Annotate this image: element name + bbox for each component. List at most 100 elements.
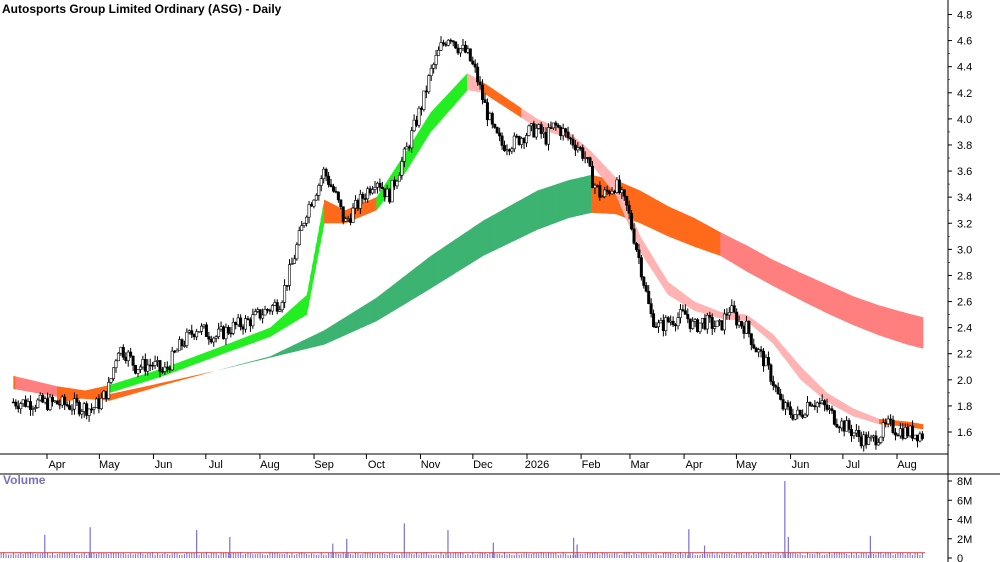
candle-body [146, 364, 150, 372]
date-tick-label: Jun [792, 459, 810, 471]
candle-body [317, 185, 321, 196]
candle-body [551, 122, 555, 129]
candle-body [446, 39, 450, 46]
candle-body [65, 404, 69, 406]
candle-body [112, 367, 116, 379]
candle-body [336, 191, 340, 201]
candle-body [341, 206, 345, 222]
candle-body [661, 320, 665, 332]
candle-body [441, 42, 445, 45]
candle-body [837, 426, 841, 429]
candle-body [832, 410, 836, 425]
candle-body [493, 123, 497, 128]
candle-body [620, 189, 624, 193]
candle-body [390, 179, 394, 203]
date-tick-label: Apr [48, 459, 65, 471]
date-tick-label: 2026 [525, 459, 549, 471]
candle-body [175, 349, 179, 353]
candle-body [561, 128, 565, 137]
candle-body [488, 113, 492, 121]
candle-body [163, 366, 167, 372]
candle-body [576, 147, 580, 151]
price-tick-label: 3.0 [957, 244, 972, 256]
candle-body [192, 334, 196, 338]
candle-body [24, 399, 28, 407]
candle-body [503, 145, 507, 152]
date-tick-label: Apr [686, 459, 703, 471]
candle-body [349, 218, 353, 223]
candle-body [339, 199, 343, 207]
candle-body [632, 228, 636, 244]
candle-body [82, 403, 86, 412]
candle-body [857, 430, 861, 438]
candle-body [344, 218, 348, 222]
candle-body [864, 434, 868, 445]
candle-body [275, 302, 279, 312]
candle-body [578, 147, 582, 149]
price-tick-label: 2.6 [957, 297, 972, 309]
candle-body [46, 398, 50, 410]
candle-body [63, 396, 67, 405]
candle-body [97, 398, 101, 410]
candle-body [588, 157, 592, 167]
candle-body [649, 303, 653, 314]
candle-body [388, 188, 392, 203]
price-tick-label: 1.8 [957, 401, 972, 413]
candle-body [134, 365, 138, 374]
candle-body [329, 184, 333, 187]
candle-body [698, 322, 702, 333]
candle-body [652, 313, 656, 327]
candle-body [124, 356, 128, 361]
candle-body [50, 396, 54, 402]
candle-body [671, 320, 675, 326]
candle-body [375, 182, 379, 188]
candle-body [85, 403, 89, 416]
candle-body [754, 347, 758, 353]
candle-body [823, 400, 827, 406]
candle-body [378, 182, 382, 188]
candle-body [845, 420, 849, 432]
candle-body [529, 123, 533, 127]
candle-body [158, 360, 162, 372]
candle-body [683, 310, 687, 315]
candle-body [231, 322, 235, 334]
candle-body [610, 190, 614, 195]
candle-body [197, 331, 201, 333]
candle-body [847, 420, 851, 430]
candle-body [559, 126, 563, 137]
candle-body [417, 107, 421, 126]
candle-body [314, 195, 318, 201]
candle-body [99, 397, 103, 410]
candle-body [693, 319, 697, 322]
candle-body [371, 189, 375, 194]
candle-body [366, 188, 370, 200]
candle-body [476, 66, 480, 83]
candle-body [407, 146, 411, 149]
volume-tick-label: 6M [957, 495, 972, 507]
candle-body [129, 351, 133, 357]
volume-tick-label: 0 [957, 553, 963, 562]
candle-body [727, 312, 731, 316]
candle-body [38, 394, 42, 401]
candle-body [182, 345, 186, 347]
candle-body [747, 320, 751, 334]
candle-body [664, 317, 668, 332]
candle-body [361, 194, 365, 199]
candle-body [884, 422, 888, 425]
candle-body [395, 180, 399, 187]
candle-body [815, 402, 819, 408]
candle-body [612, 190, 616, 193]
candle-body [402, 148, 406, 162]
candle-body [126, 351, 130, 361]
price-tick-label: 2.0 [957, 375, 972, 387]
candle-body [312, 199, 316, 207]
candle-body [244, 318, 248, 330]
candle-body [478, 81, 482, 86]
candle-body [92, 407, 96, 410]
candle-body [762, 350, 766, 367]
candle-body [60, 396, 64, 406]
candle-body [178, 339, 182, 351]
candle-body [463, 44, 467, 53]
